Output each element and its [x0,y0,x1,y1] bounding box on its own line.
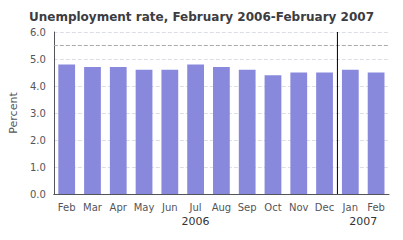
svg-text:2006: 2006 [182,215,210,228]
svg-text:Percent: Percent [7,92,20,134]
svg-text:4.0: 4.0 [30,81,46,92]
svg-text:3.0: 3.0 [30,108,46,119]
svg-text:1.0: 1.0 [30,162,46,173]
svg-text:6.0: 6.0 [30,27,46,38]
svg-text:Feb: Feb [367,202,385,213]
svg-text:2.0: 2.0 [30,135,46,146]
svg-text:Sep: Sep [238,202,257,213]
svg-text:Jun: Jun [161,202,178,213]
svg-text:0.0: 0.0 [30,189,46,200]
svg-text:Mar: Mar [83,202,103,213]
svg-text:Dec: Dec [315,202,334,213]
svg-text:Jul: Jul [189,202,202,213]
svg-text:Oct: Oct [264,202,281,213]
svg-text:Jan: Jan [342,202,358,213]
svg-text:May: May [134,202,155,213]
svg-text:2007: 2007 [349,215,377,228]
svg-text:Feb: Feb [58,202,76,213]
svg-text:Nov: Nov [289,202,309,213]
svg-text:Apr: Apr [110,202,128,213]
svg-text:Unemployment rate, February 20: Unemployment rate, February 2006-Februar… [29,10,374,24]
svg-text:Aug: Aug [212,202,232,213]
svg-text:5.0: 5.0 [30,54,46,65]
